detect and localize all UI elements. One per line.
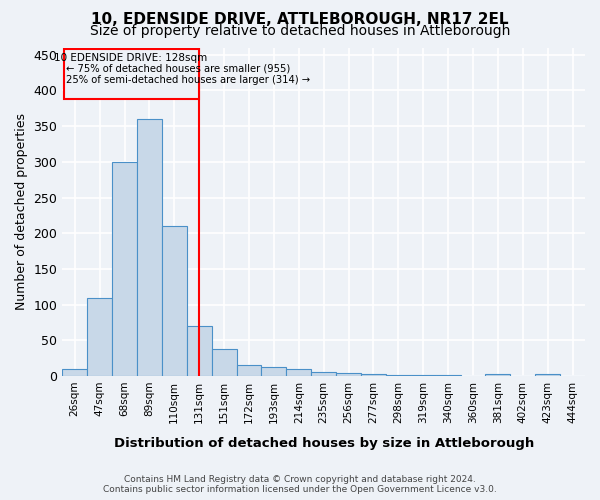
Bar <box>311 372 336 376</box>
Bar <box>162 226 187 376</box>
Text: 10, EDENSIDE DRIVE, ATTLEBOROUGH, NR17 2EL: 10, EDENSIDE DRIVE, ATTLEBOROUGH, NR17 2… <box>91 12 509 26</box>
Bar <box>262 367 286 376</box>
Bar <box>535 374 560 376</box>
Bar <box>485 374 511 376</box>
Text: Size of property relative to detached houses in Attleborough: Size of property relative to detached ho… <box>90 24 510 38</box>
Bar <box>87 298 112 376</box>
Y-axis label: Number of detached properties: Number of detached properties <box>15 114 28 310</box>
Bar <box>386 374 411 376</box>
Bar <box>236 366 262 376</box>
Bar <box>436 374 461 376</box>
Text: Contains HM Land Registry data © Crown copyright and database right 2024.
Contai: Contains HM Land Registry data © Crown c… <box>103 474 497 494</box>
Text: ← 75% of detached houses are smaller (955): ← 75% of detached houses are smaller (95… <box>66 64 290 74</box>
FancyBboxPatch shape <box>64 49 199 99</box>
Bar <box>361 374 386 376</box>
Bar <box>336 374 361 376</box>
X-axis label: Distribution of detached houses by size in Attleborough: Distribution of detached houses by size … <box>113 437 534 450</box>
Bar <box>137 119 162 376</box>
Bar <box>187 326 212 376</box>
Text: 25% of semi-detached houses are larger (314) →: 25% of semi-detached houses are larger (… <box>66 74 310 85</box>
Bar <box>286 369 311 376</box>
Bar <box>212 349 236 376</box>
Bar <box>411 374 436 376</box>
Bar <box>62 369 87 376</box>
Text: 10 EDENSIDE DRIVE: 128sqm: 10 EDENSIDE DRIVE: 128sqm <box>55 52 208 62</box>
Bar <box>112 162 137 376</box>
